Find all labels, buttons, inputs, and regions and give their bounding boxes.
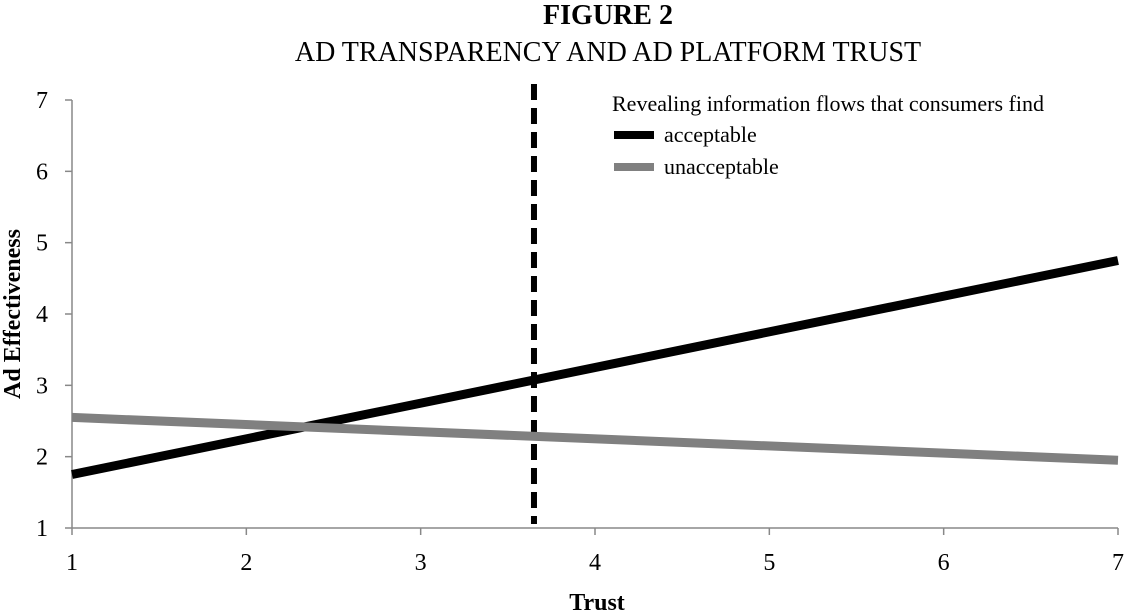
legend-title: Revealing information flows that consume… <box>612 91 1044 116</box>
series-line-acceptable <box>71 256 1119 479</box>
axes <box>71 100 1118 529</box>
y-tick-label: 4 <box>36 302 48 328</box>
y-tick-label: 1 <box>36 516 48 542</box>
figure-label: FIGURE 2 <box>543 0 673 31</box>
y-tick-label: 5 <box>36 231 48 257</box>
y-tick-label: 3 <box>36 373 48 399</box>
y-tick-label: 2 <box>36 445 48 471</box>
legend-label-acceptable: acceptable <box>664 122 757 147</box>
legend: Revealing information flows that consume… <box>612 91 1044 179</box>
y-axis-title: Ad Effectiveness <box>0 229 26 399</box>
x-tick-label: 7 <box>1112 550 1124 576</box>
x-tick-label: 4 <box>589 550 601 576</box>
x-tick-label: 3 <box>415 550 427 576</box>
x-tick-label: 1 <box>66 550 78 576</box>
x-tick-label: 5 <box>763 550 775 576</box>
y-tick-label: 6 <box>36 159 48 185</box>
x-axis-title: Trust <box>569 590 625 612</box>
legend-label-unacceptable: unacceptable <box>664 154 779 179</box>
series-line-unacceptable <box>71 412 1119 465</box>
x-tick-label: 2 <box>240 550 252 576</box>
x-tick-label: 6 <box>938 550 950 576</box>
ticks: 1 2 3 4 5 6 7 1 2 3 4 5 6 7 <box>36 88 1124 576</box>
y-tick-label: 7 <box>36 88 48 114</box>
chart-title: AD TRANSPARENCY AND AD PLATFORM TRUST <box>295 37 921 68</box>
series-layer <box>71 256 1119 479</box>
